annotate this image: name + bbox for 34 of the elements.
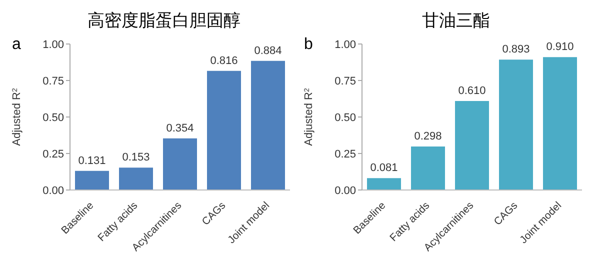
y-tick-label: 0.25 bbox=[42, 148, 64, 160]
y-tick-label: 0.50 bbox=[334, 112, 356, 124]
text: b bbox=[304, 36, 313, 54]
bar bbox=[207, 70, 241, 190]
y-tick-label: 0.50 bbox=[42, 112, 64, 124]
data-label: 0.816 bbox=[210, 54, 238, 67]
bar bbox=[455, 100, 489, 190]
y-tick-label: 0.75 bbox=[334, 75, 356, 88]
data-label: 0.131 bbox=[78, 154, 106, 167]
bar bbox=[75, 170, 109, 190]
data-label: 0.153 bbox=[122, 152, 150, 164]
y-tick-label: 0.00 bbox=[42, 184, 64, 197]
text: a bbox=[12, 36, 21, 54]
bar bbox=[251, 60, 285, 190]
bar bbox=[543, 57, 577, 190]
y-tick-label: 1.00 bbox=[42, 38, 64, 51]
y-tick-label: 0.00 bbox=[334, 184, 356, 197]
bar bbox=[163, 138, 197, 190]
y-tick-label: 1.00 bbox=[334, 38, 356, 51]
data-label: 0.910 bbox=[546, 41, 574, 54]
bar bbox=[367, 178, 401, 190]
data-label: 0.081 bbox=[370, 162, 398, 174]
data-label: 0.893 bbox=[502, 44, 530, 56]
bar bbox=[119, 168, 153, 190]
data-label: 0.298 bbox=[414, 130, 442, 142]
data-label: 0.610 bbox=[458, 84, 486, 97]
chart-title: 甘油三酯 bbox=[421, 10, 491, 33]
bar bbox=[499, 60, 533, 190]
y-tick-label: 0.25 bbox=[334, 148, 356, 160]
y-tick-label: 0.75 bbox=[42, 75, 64, 88]
data-label: 0.884 bbox=[254, 44, 282, 57]
data-label: 0.354 bbox=[166, 122, 194, 134]
chart-title: 高密度脂蛋白胆固醇 bbox=[86, 10, 242, 33]
bar bbox=[411, 146, 445, 190]
